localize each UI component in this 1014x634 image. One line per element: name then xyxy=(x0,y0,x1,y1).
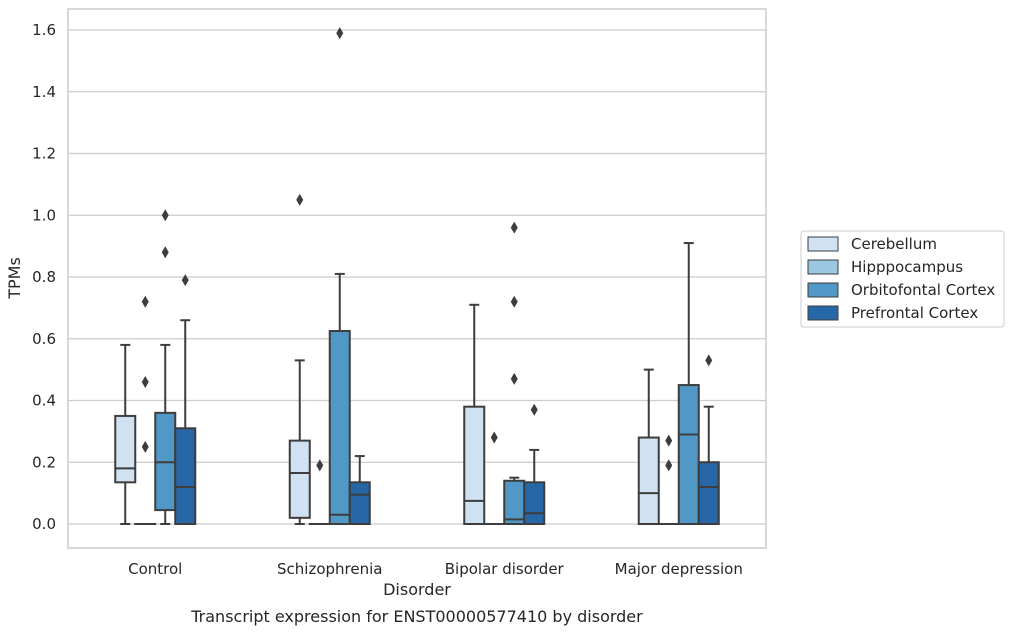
box-group xyxy=(114,343,137,525)
box-group xyxy=(348,455,371,526)
outlier-point xyxy=(316,459,324,472)
x-axis-label: Disorder xyxy=(383,580,451,599)
legend-swatch xyxy=(807,305,839,321)
box-group xyxy=(463,303,486,525)
box-group xyxy=(174,274,197,526)
box-group xyxy=(503,221,526,525)
y-tick-label: 0.8 xyxy=(32,268,56,286)
outlier-point xyxy=(141,375,149,388)
legend-label: Hipppocampus xyxy=(851,258,963,276)
box-layer xyxy=(114,27,720,526)
x-tick-labels: Control Schizophrenia Bipolar disorder Majo… xyxy=(128,560,743,578)
outlier-point xyxy=(510,221,518,234)
y-tick-label: 1.6 xyxy=(32,21,56,39)
box-body xyxy=(348,481,371,526)
y-tick-label: 0.2 xyxy=(32,453,56,471)
box-group xyxy=(134,295,157,526)
box-group xyxy=(637,368,660,525)
outlier-point xyxy=(296,193,304,206)
outlier-point xyxy=(141,295,149,308)
box-body xyxy=(637,436,660,525)
box-body xyxy=(288,439,311,519)
y-axis-label: TPMs xyxy=(5,257,24,300)
x-tick-label: Schizophrenia xyxy=(277,560,382,578)
chart-caption: Transcript expression for ENST0000057741… xyxy=(190,607,643,626)
legend: Cerebellum Hipppocampus Orbitofontal Corte… xyxy=(800,230,1005,328)
box-group xyxy=(697,354,720,525)
legend-label: Prefrontal Cortex xyxy=(851,304,978,322)
box-body xyxy=(503,479,526,525)
legend-frame xyxy=(800,230,1005,328)
box-body xyxy=(114,414,137,484)
box-body xyxy=(328,330,351,525)
outlier-point xyxy=(141,440,149,453)
y-tick-label: 0.6 xyxy=(32,330,56,348)
box-group xyxy=(288,193,311,525)
outlier-point xyxy=(705,354,713,367)
outlier-point xyxy=(161,246,169,259)
legend-items: Cerebellum Hipppocampus Orbitofontal Corte… xyxy=(807,235,995,322)
plot-frame xyxy=(67,8,767,549)
x-tick-label: Major depression xyxy=(615,560,743,578)
y-tick-label: 0.0 xyxy=(32,515,56,533)
box-body xyxy=(463,405,486,525)
y-tick-labels: 0.0 0.2 0.4 0.6 0.8 1.0 1.2 1.4 1.6 xyxy=(32,21,56,533)
legend-label: Orbitofontal Cortex xyxy=(851,281,995,299)
x-tick-label: Bipolar disorder xyxy=(445,560,565,578)
y-tick-label: 1.0 xyxy=(32,206,56,224)
y-tick-label: 1.2 xyxy=(32,145,56,163)
outlier-point xyxy=(161,209,169,222)
outlier-point xyxy=(336,27,344,40)
box-body xyxy=(174,427,197,526)
outlier-point xyxy=(181,274,189,287)
legend-swatch xyxy=(807,236,839,252)
box-group xyxy=(308,459,331,526)
box-body xyxy=(677,384,700,525)
outlier-point xyxy=(665,434,673,447)
box-body xyxy=(523,481,546,526)
box-body xyxy=(697,461,720,525)
legend-label: Cerebellum xyxy=(851,235,937,253)
legend-swatch xyxy=(807,282,839,298)
box-group xyxy=(657,434,680,526)
legend-swatch xyxy=(807,259,839,275)
y-tick-label: 0.4 xyxy=(32,392,56,410)
box-group xyxy=(328,27,351,525)
box-group xyxy=(677,242,700,525)
outlier-point xyxy=(530,403,538,416)
box-group xyxy=(523,403,546,526)
x-tick-label: Control xyxy=(128,560,182,578)
y-tick-label: 1.4 xyxy=(32,83,56,101)
outlier-point xyxy=(510,295,518,308)
outlier-point xyxy=(665,459,673,472)
outlier-point xyxy=(490,431,498,444)
outlier-point xyxy=(510,372,518,385)
